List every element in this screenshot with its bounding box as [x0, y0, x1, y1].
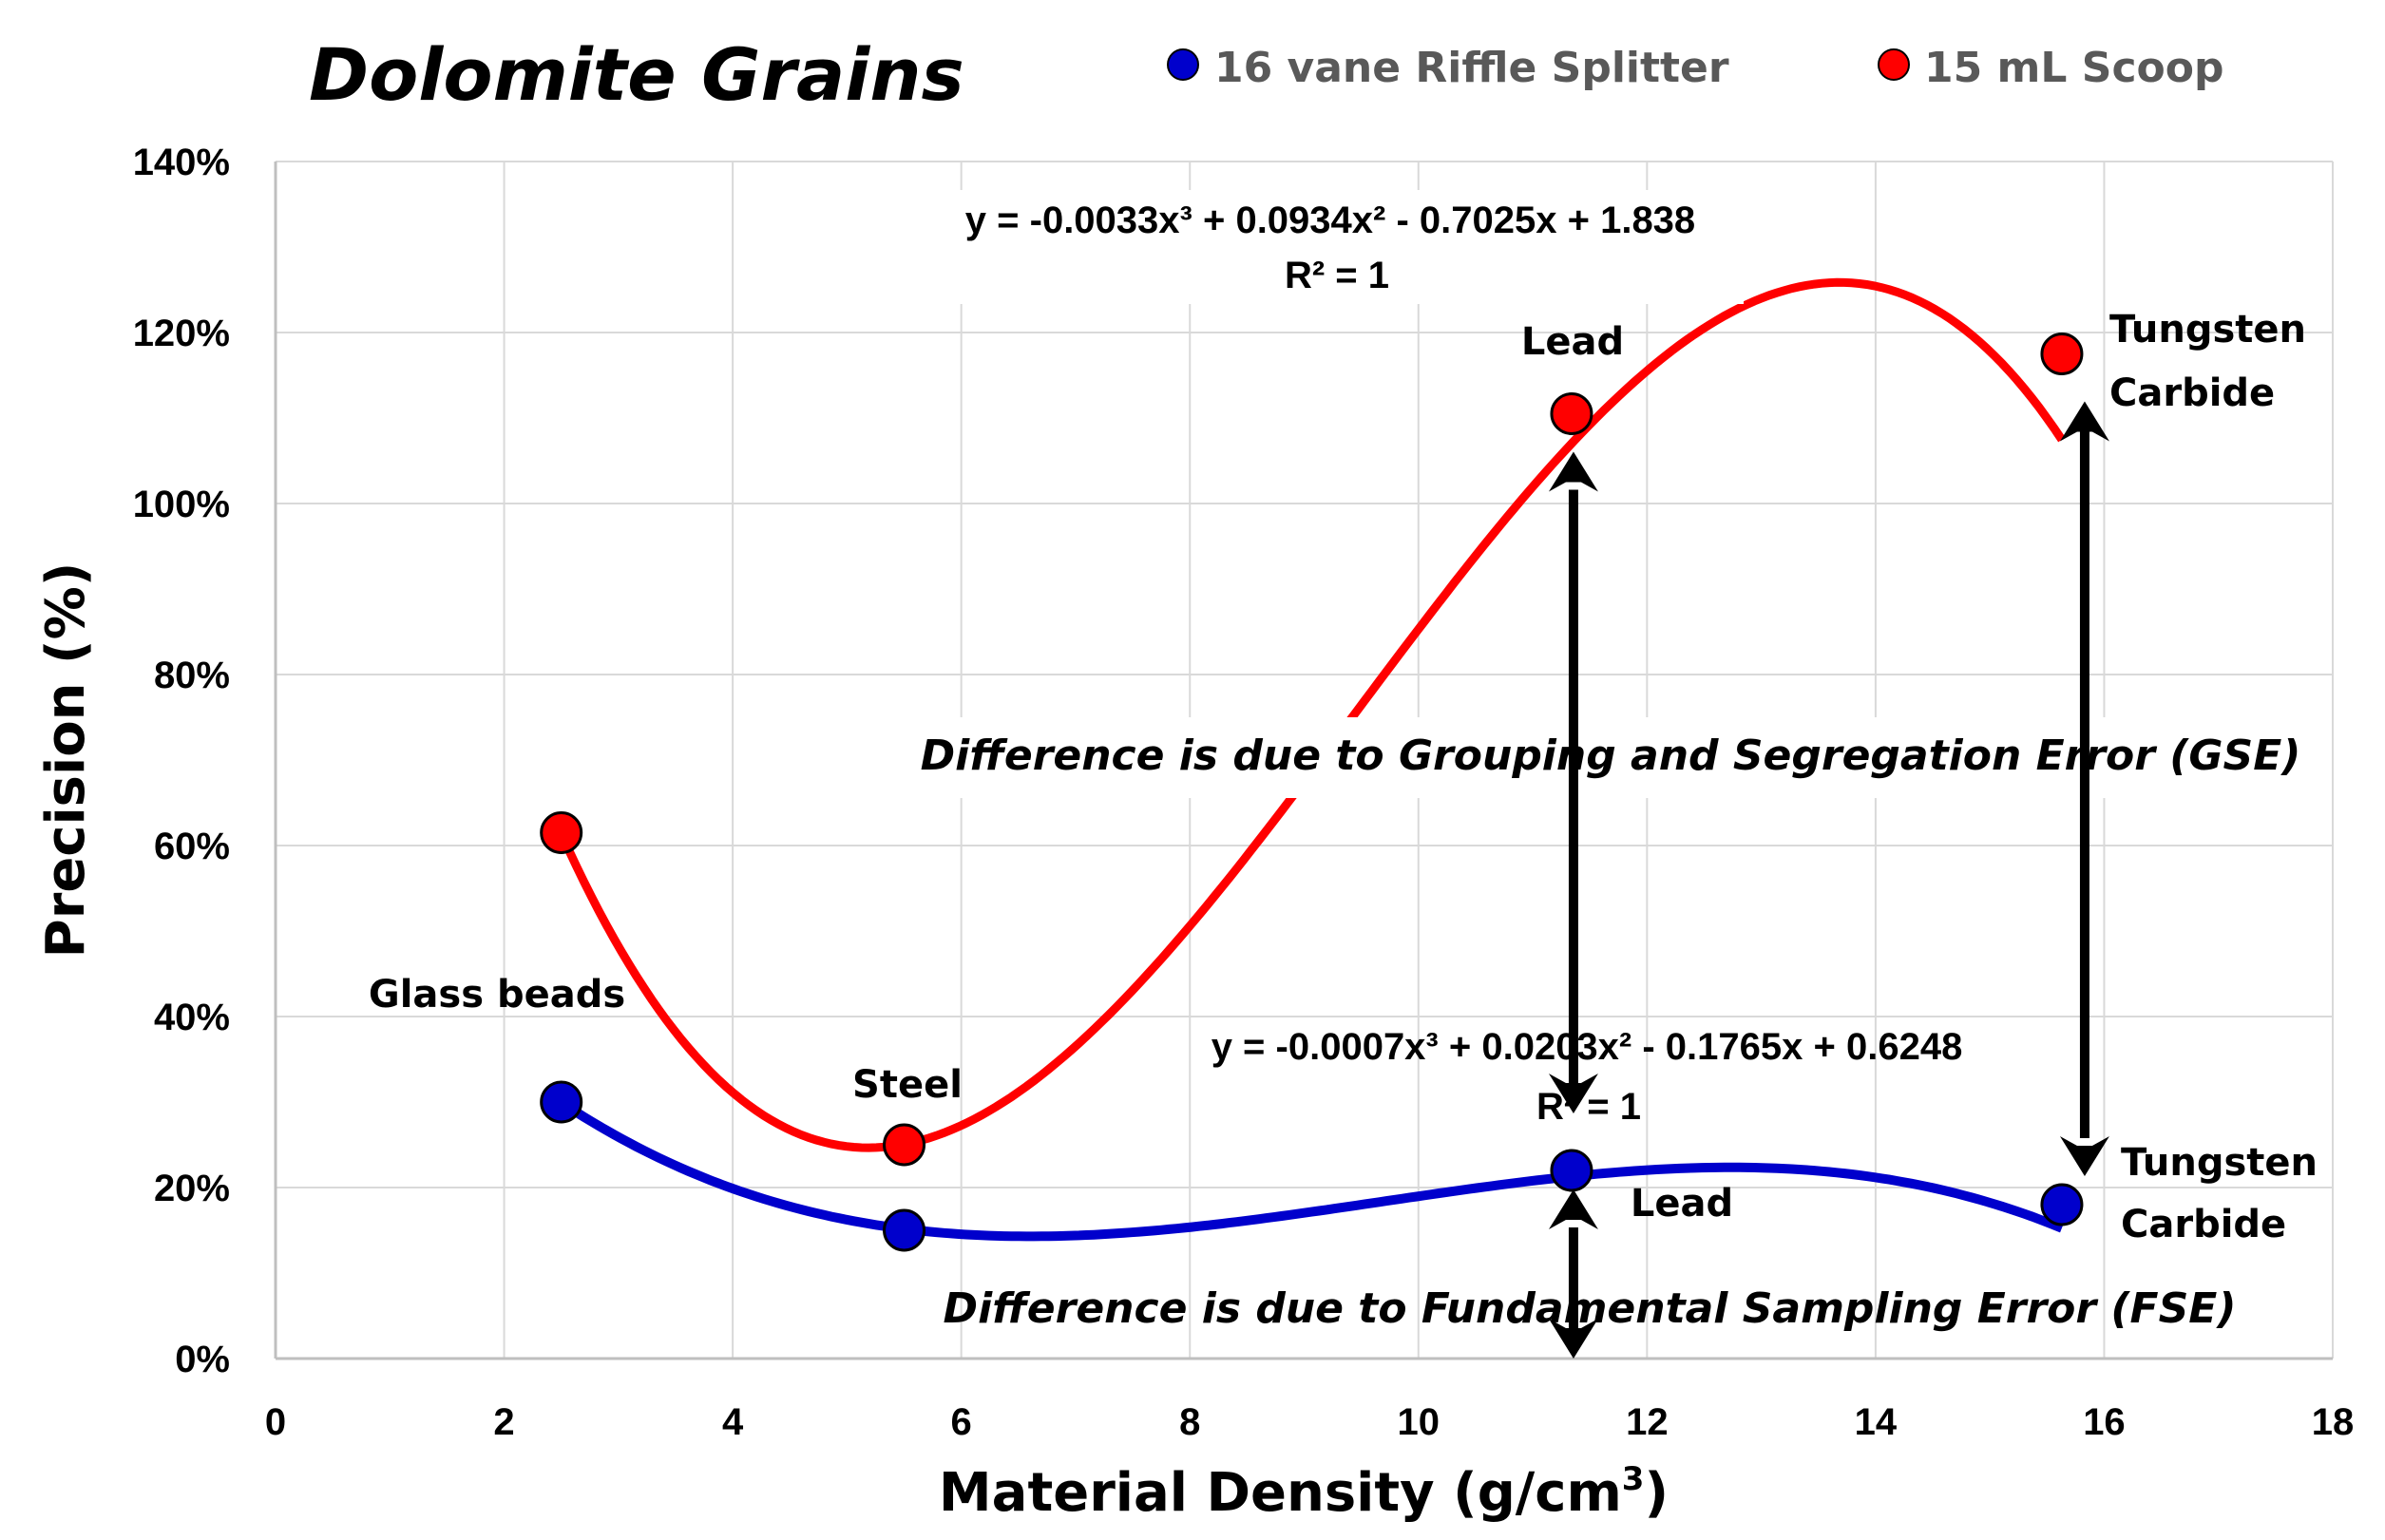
y-axis-title: Precision (%)	[35, 562, 97, 959]
y-tick-label: 0%	[175, 1339, 230, 1380]
point-scoop	[1550, 392, 1593, 435]
label-tungsten-top-2: Carbide	[2109, 371, 2275, 415]
point-riffle-splitter	[1550, 1149, 1593, 1192]
x-tick-label: 0	[265, 1401, 286, 1443]
gse-annotation: Difference is due to Grouping and Segreg…	[921, 732, 2301, 780]
legend-label-scoop: 15 mL Scoop	[1924, 44, 2223, 92]
r2-scoop: R² = 1	[1285, 255, 1389, 296]
point-scoop	[883, 1123, 926, 1167]
x-tick-label: 16	[2083, 1401, 2126, 1443]
arrow-fse-lead-head-up	[1548, 1189, 1598, 1229]
r2-riffle-splitter: R² = 1	[1536, 1086, 1641, 1128]
arrow-gse-lead-head-down	[1548, 1074, 1598, 1113]
x-tick-label: 18	[2312, 1401, 2355, 1443]
chart-title: Dolomite Grains	[309, 32, 964, 117]
arrow-gse-tungsten-head-down	[2059, 1136, 2109, 1176]
y-tick-label: 120%	[133, 313, 230, 354]
equation-riffle-splitter: y = -0.0007x³ + 0.0203x² - 0.1765x + 0.6…	[1212, 1026, 1963, 1068]
x-tick-label: 4	[722, 1401, 744, 1443]
point-riffle-splitter	[883, 1208, 926, 1252]
x-tick-label: 14	[1855, 1401, 1898, 1443]
x-tick-label: 2	[493, 1401, 514, 1443]
label-tungsten-top-1: Tungsten	[2109, 308, 2306, 352]
point-riffle-splitter	[540, 1080, 583, 1124]
label-lead-top: Lead	[1521, 320, 1624, 364]
data-points	[540, 333, 2084, 1252]
x-tick-label: 6	[951, 1401, 972, 1443]
x-tick-label: 8	[1179, 1401, 1200, 1443]
difference-arrows	[1548, 401, 2109, 1359]
y-tick-label: 140%	[133, 142, 230, 183]
trendline-riffle-splitter	[558, 1098, 2064, 1242]
y-tick-label: 40%	[154, 997, 230, 1038]
fse-annotation: Difference is due to Fundamental Samplin…	[944, 1284, 2237, 1333]
y-tick-label: 100%	[133, 484, 230, 525]
gse-background	[926, 717, 2304, 798]
label-tungsten-bottom-1: Tungsten	[2121, 1141, 2318, 1185]
equation-scoop: y = -0.0033x³ + 0.0934x² - 0.7025x + 1.8…	[965, 200, 1695, 241]
point-scoop	[540, 811, 583, 854]
point-scoop	[2040, 333, 2084, 375]
tick-labels: 0 2 4 6 8 10 12 14 16 18 0% 20% 40% 60% 80% 100% 120% 140…	[133, 142, 2355, 1443]
y-tick-label: 60%	[154, 826, 230, 867]
label-steel: Steel	[852, 1063, 963, 1107]
point-riffle-splitter	[2040, 1183, 2084, 1226]
legend-marker-riffle-splitter	[1167, 48, 1199, 81]
x-tick-label: 12	[1626, 1401, 1669, 1443]
gridlines	[276, 161, 2334, 1359]
legend-label-riffle-splitter: 16 vane Riffle Splitter	[1214, 44, 1729, 92]
label-lead-bottom: Lead	[1631, 1182, 1733, 1226]
x-tick-label: 10	[1398, 1401, 1441, 1443]
legend: 16 vane Riffle Splitter 15 mL Scoop	[1167, 44, 2223, 92]
y-tick-label: 20%	[154, 1168, 230, 1209]
arrow-gse-tungsten-head-up	[2059, 401, 2109, 442]
label-glass-beads: Glass beads	[369, 973, 625, 1017]
axes	[274, 162, 2333, 1360]
x-axis-title: Material Density (g/cm3)	[939, 1460, 1669, 1524]
legend-marker-scoop	[1878, 48, 1910, 81]
arrow-fse-lead-head-down	[1548, 1319, 1598, 1359]
arrow-gse-lead-head-up	[1548, 451, 1598, 492]
y-tick-label: 80%	[154, 655, 230, 696]
label-tungsten-bottom-2: Carbide	[2121, 1203, 2286, 1246]
equation-red-background	[917, 190, 1744, 304]
